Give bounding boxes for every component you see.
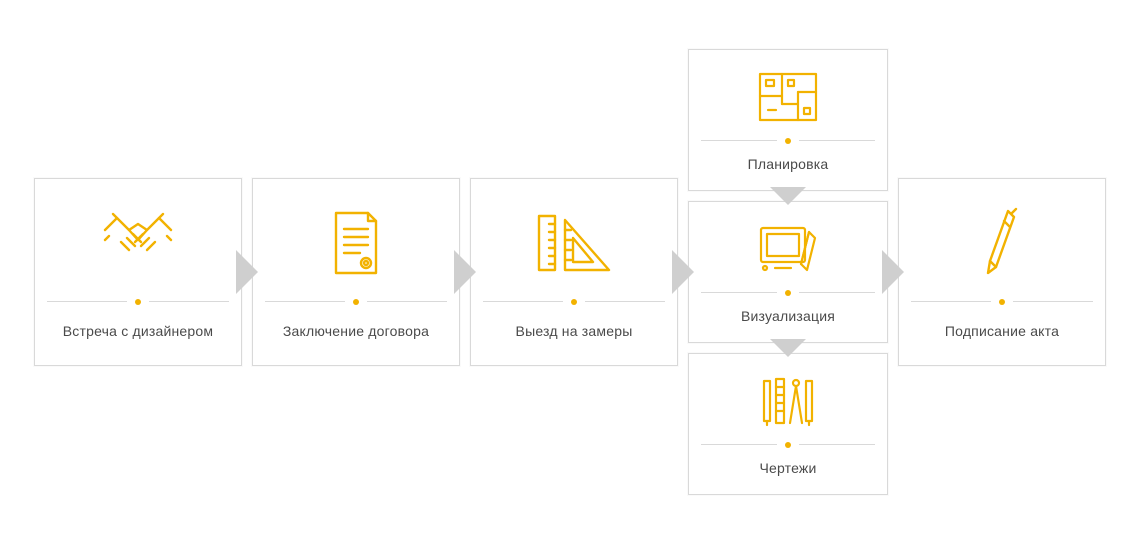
step-label: Встреча с дизайнером [63,323,213,339]
arrow-down-icon [770,187,806,205]
step-card-measure: Выезд на замеры [470,178,678,366]
card-divider [911,299,1093,305]
pen-icon [982,207,1022,279]
handshake-icon [99,207,177,279]
step-label: Чертежи [759,460,816,476]
step-label: Планировка [748,156,829,172]
drafting-tools-icon [760,372,816,430]
step-card-meeting: Встреча с дизайнером [34,178,242,366]
card-divider [47,299,229,305]
step-label: Подписание акта [945,323,1059,339]
step-card-visualization: Визуализация [688,201,888,343]
step-card-drawings: Чертежи [688,353,888,495]
card-divider [701,442,875,448]
arrow-right-icon [672,250,694,294]
pen-tablet-icon [757,220,819,278]
process-flow: Встреча с дизайнером Заключение договора [34,49,1106,495]
arrow-right-icon [236,250,258,294]
floorplan-icon [758,68,818,126]
step-label: Визуализация [741,308,835,324]
arrow-right-icon [882,250,904,294]
card-divider [701,290,875,296]
step-label: Выезд на замеры [516,323,633,339]
card-divider [701,138,875,144]
step-stack: Планировка Визуализация [688,49,888,495]
ruler-triangle-icon [535,207,613,279]
step-card-signoff: Подписание акта [898,178,1106,366]
card-divider [483,299,665,305]
card-divider [265,299,447,305]
arrow-down-icon [770,339,806,357]
contract-icon [330,207,382,279]
step-card-contract: Заключение договора [252,178,460,366]
arrow-right-icon [454,250,476,294]
step-card-planning: Планировка [688,49,888,191]
step-label: Заключение договора [283,323,429,339]
